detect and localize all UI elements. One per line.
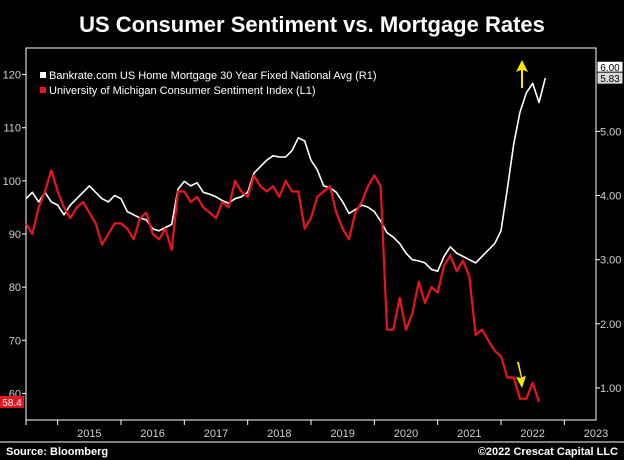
value-badge-label: 58.4 [2,398,22,409]
value-badge-box [596,71,624,85]
x-tick-label: 2018 [267,428,291,440]
legend-swatch-mortgage [40,72,46,78]
y-right-tick-label: 5.00 [600,126,621,138]
legend-label-mortgage: Bankrate.com US Home Mortgage 30 Year Fi… [49,70,377,82]
value-badge-label: 5.83 [600,74,620,85]
legend: Bankrate.com US Home Mortgage 30 Year Fi… [40,70,377,97]
x-tick-label: 2019 [330,428,354,440]
x-tick-label: 2020 [394,428,418,440]
x-tick-label: 2021 [457,428,481,440]
value-badges: 6.005.83 58.4 [0,60,624,409]
series-line-mortgage-rate [25,77,547,272]
series-line-consumer-sentiment [25,169,541,403]
credit-label: ©2022 Crescat Capital LLC [478,446,618,458]
x-tick-label: 2017 [204,428,228,440]
y-left-tick-label: 100 [3,176,21,188]
y-left-tick-label: 80 [9,282,21,294]
y-left-tick-label: 90 [9,229,21,241]
y-left-tick-label: 110 [3,123,21,135]
y-right-tick-label: 3.00 [600,255,621,267]
y-left-tick-label: 120 [3,70,21,82]
legend-swatch-sentiment [40,87,46,93]
value-badge-box [0,395,24,408]
value-badge-label: 6.00 [600,63,620,74]
arrow-up-icon [516,60,528,88]
legend-label-sentiment: University of Michigan Consumer Sentimen… [49,85,316,97]
y-right-tick-label: 1.00 [600,383,621,395]
axes: 2015 2016 2017 2018 2019 2020 2021 2022 20236070… [3,47,621,440]
x-tick-label: 2023 [584,428,608,440]
x-tick-label: 2022 [520,428,544,440]
trend-arrows [516,60,528,388]
x-tick-label: 2015 [77,428,101,440]
y-right-tick-label: 2.00 [600,319,621,331]
y-right-tick-label: 4.00 [600,191,621,203]
source-label: Source: Bloomberg [6,446,108,458]
arrow-down-icon [516,362,526,388]
y-left-tick-label: 70 [9,335,21,347]
series-layer [25,77,547,403]
x-tick-label: 2016 [140,428,164,440]
chart-title: US Consumer Sentiment vs. Mortgage Rates [79,12,545,37]
